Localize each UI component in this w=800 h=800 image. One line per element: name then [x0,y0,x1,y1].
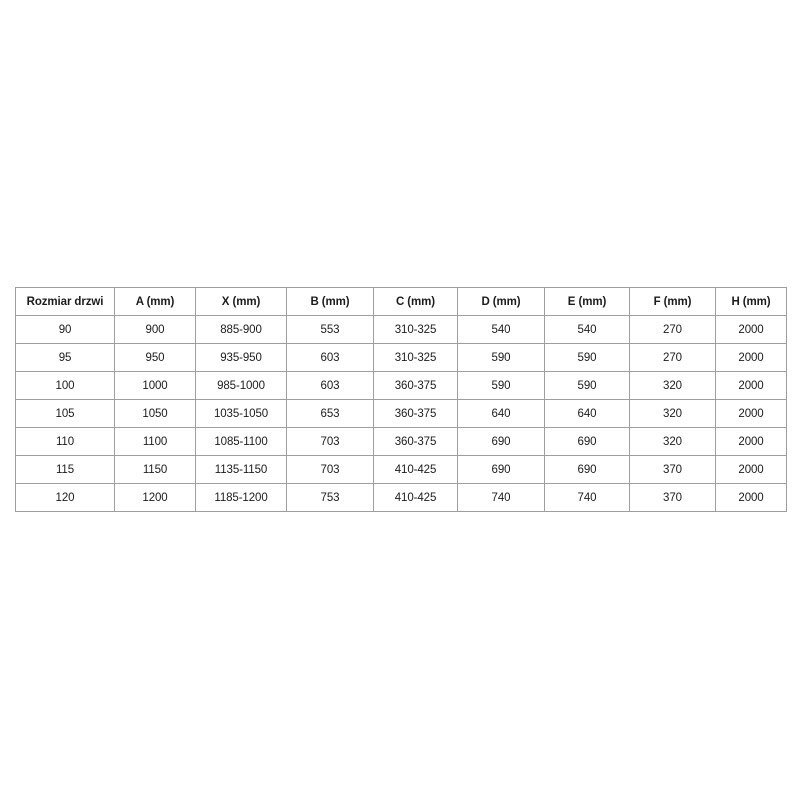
cell-d: 540 [457,315,545,344]
cell-b: 703 [286,455,374,484]
cell-f: 320 [629,399,716,428]
cell-h: 2000 [715,455,787,484]
cell-b: 703 [286,427,374,456]
cell-f: 370 [629,483,716,512]
column-header-c: C (mm) [373,287,458,316]
cell-e: 590 [544,371,630,400]
table-row: 120 1200 1185-1200 753 410-425 740 740 3… [15,483,787,512]
cell-c: 310-325 [373,343,458,372]
cell-a: 950 [114,343,196,372]
cell-f: 270 [629,343,716,372]
cell-rozmiar-drzwi: 105 [15,399,115,428]
cell-b: 653 [286,399,374,428]
table-row: 115 1150 1135-1150 703 410-425 690 690 3… [15,455,787,484]
spec-table-container: Rozmiar drzwi A (mm) X (mm) B (mm) C (mm… [15,287,787,512]
cell-f: 370 [629,455,716,484]
cell-rozmiar-drzwi: 110 [15,427,115,456]
table-row: 110 1100 1085-1100 703 360-375 690 690 3… [15,427,787,456]
cell-a: 1100 [114,427,196,456]
cell-x: 1185-1200 [195,483,287,512]
cell-d: 690 [457,427,545,456]
cell-h: 2000 [715,343,787,372]
cell-f: 270 [629,315,716,344]
column-header-f: F (mm) [629,287,716,316]
cell-x: 1035-1050 [195,399,287,428]
cell-e: 540 [544,315,630,344]
cell-e: 640 [544,399,630,428]
cell-d: 590 [457,343,545,372]
cell-d: 690 [457,455,545,484]
cell-e: 740 [544,483,630,512]
cell-f: 320 [629,371,716,400]
cell-a: 900 [114,315,196,344]
cell-h: 2000 [715,483,787,512]
cell-h: 2000 [715,315,787,344]
cell-x: 1085-1100 [195,427,287,456]
cell-a: 1050 [114,399,196,428]
cell-b: 553 [286,315,374,344]
cell-f: 320 [629,427,716,456]
cell-a: 1150 [114,455,196,484]
table-row: 95 950 935-950 603 310-325 590 590 270 2… [15,343,787,372]
cell-rozmiar-drzwi: 115 [15,455,115,484]
column-header-rozmiar-drzwi: Rozmiar drzwi [15,287,115,316]
cell-x: 985-1000 [195,371,287,400]
cell-e: 690 [544,455,630,484]
cell-x: 935-950 [195,343,287,372]
cell-x: 885-900 [195,315,287,344]
column-header-e: E (mm) [544,287,630,316]
table-row: 105 1050 1035-1050 653 360-375 640 640 3… [15,399,787,428]
cell-e: 690 [544,427,630,456]
cell-x: 1135-1150 [195,455,287,484]
cell-c: 310-325 [373,315,458,344]
table-row: 90 900 885-900 553 310-325 540 540 270 2… [15,315,787,344]
cell-rozmiar-drzwi: 90 [15,315,115,344]
column-header-d: D (mm) [457,287,545,316]
column-header-b: B (mm) [286,287,374,316]
cell-d: 640 [457,399,545,428]
cell-b: 603 [286,371,374,400]
cell-c: 360-375 [373,427,458,456]
cell-c: 360-375 [373,399,458,428]
cell-rozmiar-drzwi: 100 [15,371,115,400]
cell-c: 410-425 [373,455,458,484]
door-size-specification-table: Rozmiar drzwi A (mm) X (mm) B (mm) C (mm… [15,287,787,512]
cell-b: 753 [286,483,374,512]
table-header-row: Rozmiar drzwi A (mm) X (mm) B (mm) C (mm… [15,287,787,316]
table-row: 100 1000 985-1000 603 360-375 590 590 32… [15,371,787,400]
cell-c: 410-425 [373,483,458,512]
cell-h: 2000 [715,427,787,456]
column-header-a: A (mm) [114,287,196,316]
table-header: Rozmiar drzwi A (mm) X (mm) B (mm) C (mm… [15,287,787,316]
cell-c: 360-375 [373,371,458,400]
cell-h: 2000 [715,399,787,428]
cell-d: 740 [457,483,545,512]
column-header-h: H (mm) [715,287,787,316]
cell-h: 2000 [715,371,787,400]
cell-rozmiar-drzwi: 120 [15,483,115,512]
cell-a: 1000 [114,371,196,400]
cell-d: 590 [457,371,545,400]
column-header-x: X (mm) [195,287,287,316]
table-body: 90 900 885-900 553 310-325 540 540 270 2… [15,315,787,512]
cell-rozmiar-drzwi: 95 [15,343,115,372]
cell-b: 603 [286,343,374,372]
cell-a: 1200 [114,483,196,512]
cell-e: 590 [544,343,630,372]
